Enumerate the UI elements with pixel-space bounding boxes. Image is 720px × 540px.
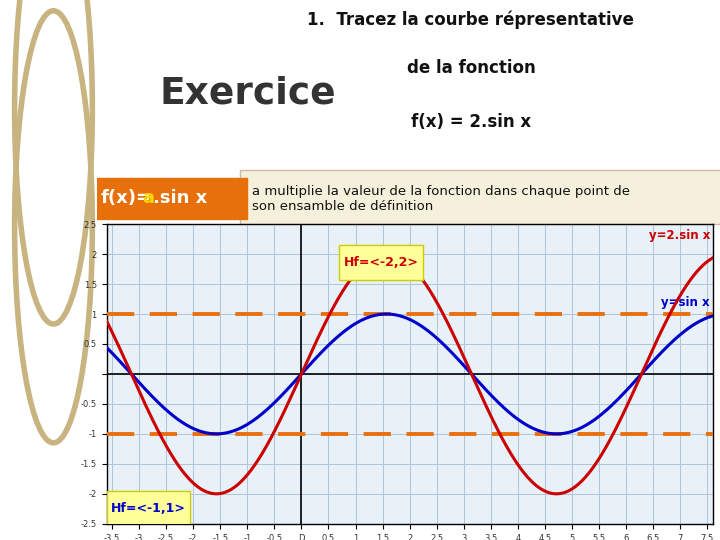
Text: Hf=<-2,2>: Hf=<-2,2>: [344, 256, 419, 269]
Text: Hf=<-1,1>: Hf=<-1,1>: [111, 502, 186, 515]
Text: y=sin x: y=sin x: [662, 296, 710, 309]
Text: y=2.sin x: y=2.sin x: [649, 229, 710, 242]
Text: a multiplie la valeur de la fonction dans chaque point de: a multiplie la valeur de la fonction dan…: [252, 185, 630, 198]
Text: de la fonction: de la fonction: [407, 59, 535, 77]
Text: .sin x: .sin x: [153, 189, 207, 207]
FancyBboxPatch shape: [339, 245, 423, 280]
Text: son ensamble de définition: son ensamble de définition: [252, 200, 433, 213]
Text: a: a: [143, 189, 155, 207]
Text: f(x)=: f(x)=: [100, 189, 151, 207]
Text: 1.  Tracez la courbe répresentative: 1. Tracez la courbe répresentative: [307, 11, 634, 29]
FancyBboxPatch shape: [94, 178, 247, 219]
FancyBboxPatch shape: [240, 170, 720, 224]
Text: Exercice: Exercice: [160, 76, 336, 112]
FancyBboxPatch shape: [107, 491, 191, 525]
Text: f(x) = 2.sin x: f(x) = 2.sin x: [411, 113, 531, 131]
